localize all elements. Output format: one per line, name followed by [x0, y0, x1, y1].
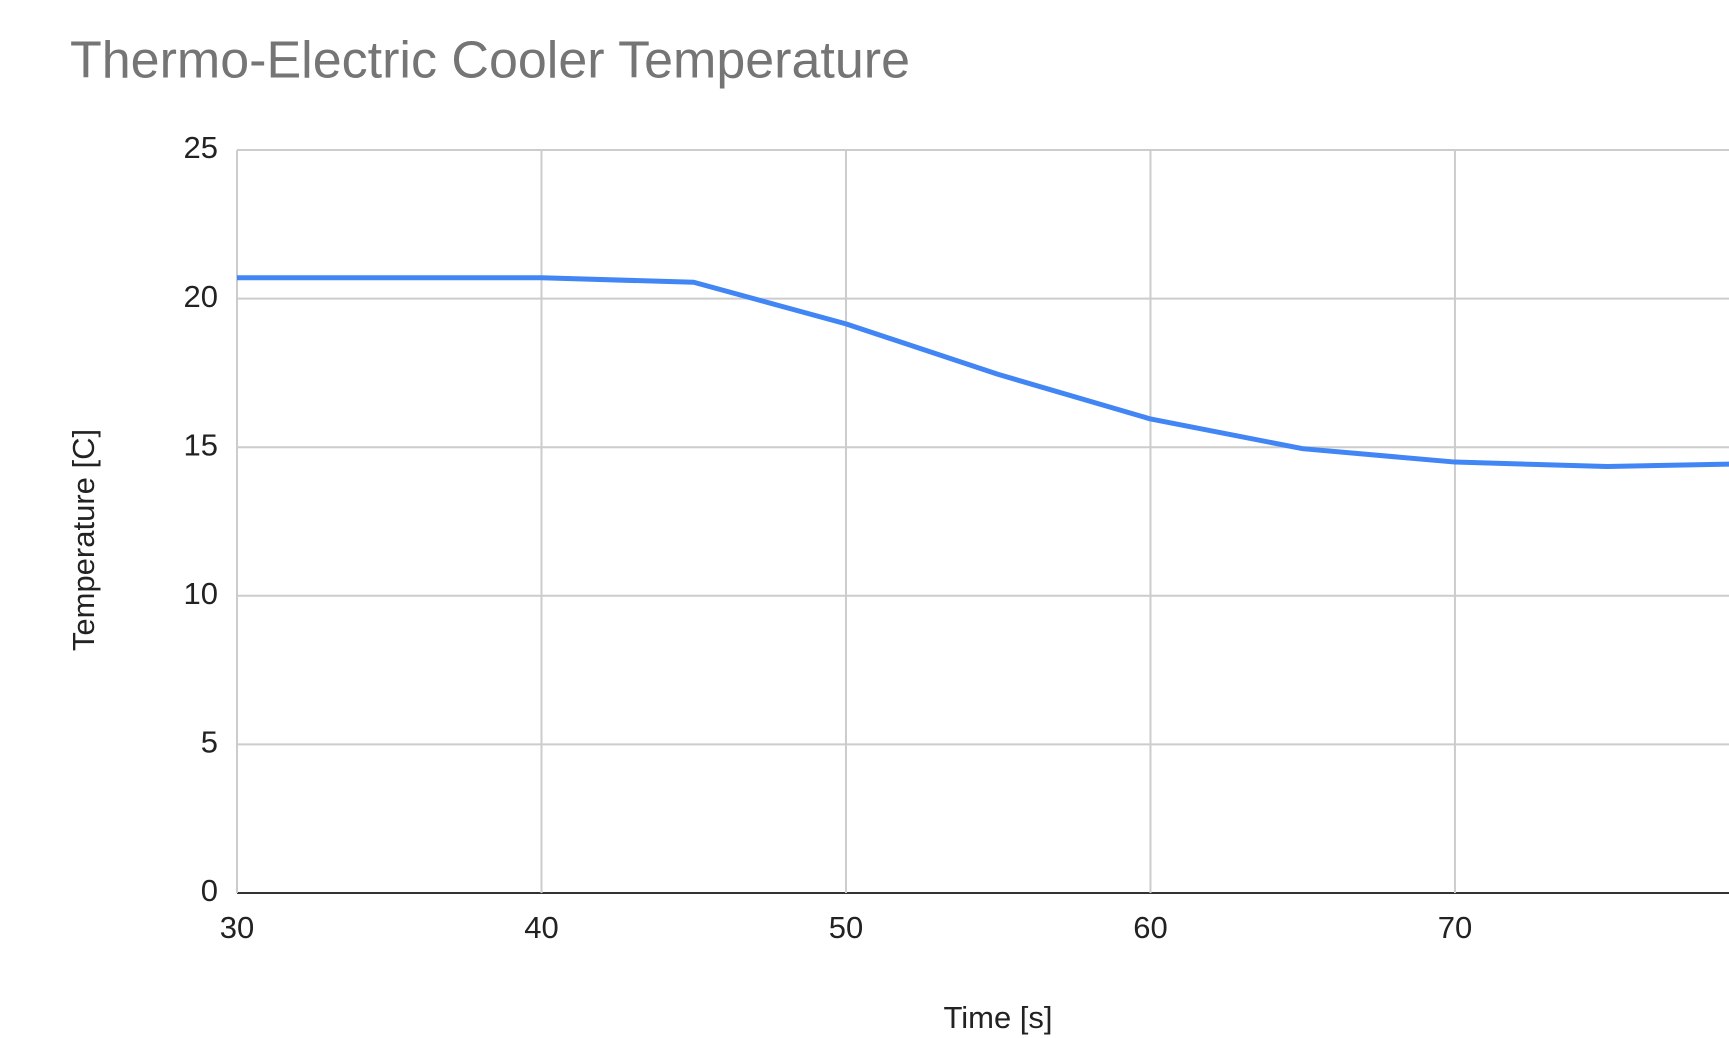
x-axis-title: Time [s] [943, 1000, 1052, 1035]
y-tick-label: 20 [184, 279, 218, 314]
x-tick-label: 40 [524, 910, 558, 945]
grid [236, 149, 1729, 894]
y-tick-label: 5 [201, 725, 218, 760]
chart-title: Thermo-Electric Cooler Temperature [70, 32, 910, 90]
x-tick-label: 60 [1133, 910, 1167, 945]
y-tick-label: 25 [184, 130, 218, 165]
line-series [237, 275, 1729, 470]
x-tick-label: 50 [829, 910, 863, 945]
x-tick-label: 30 [220, 910, 254, 945]
plot-area [237, 275, 1729, 470]
y-axis-title: Temperature [C] [66, 429, 101, 651]
y-tick-label: 10 [184, 576, 218, 611]
y-tick-label: 0 [201, 873, 218, 908]
y-tick-label: 15 [184, 427, 218, 462]
x-tick-label: 70 [1438, 910, 1472, 945]
